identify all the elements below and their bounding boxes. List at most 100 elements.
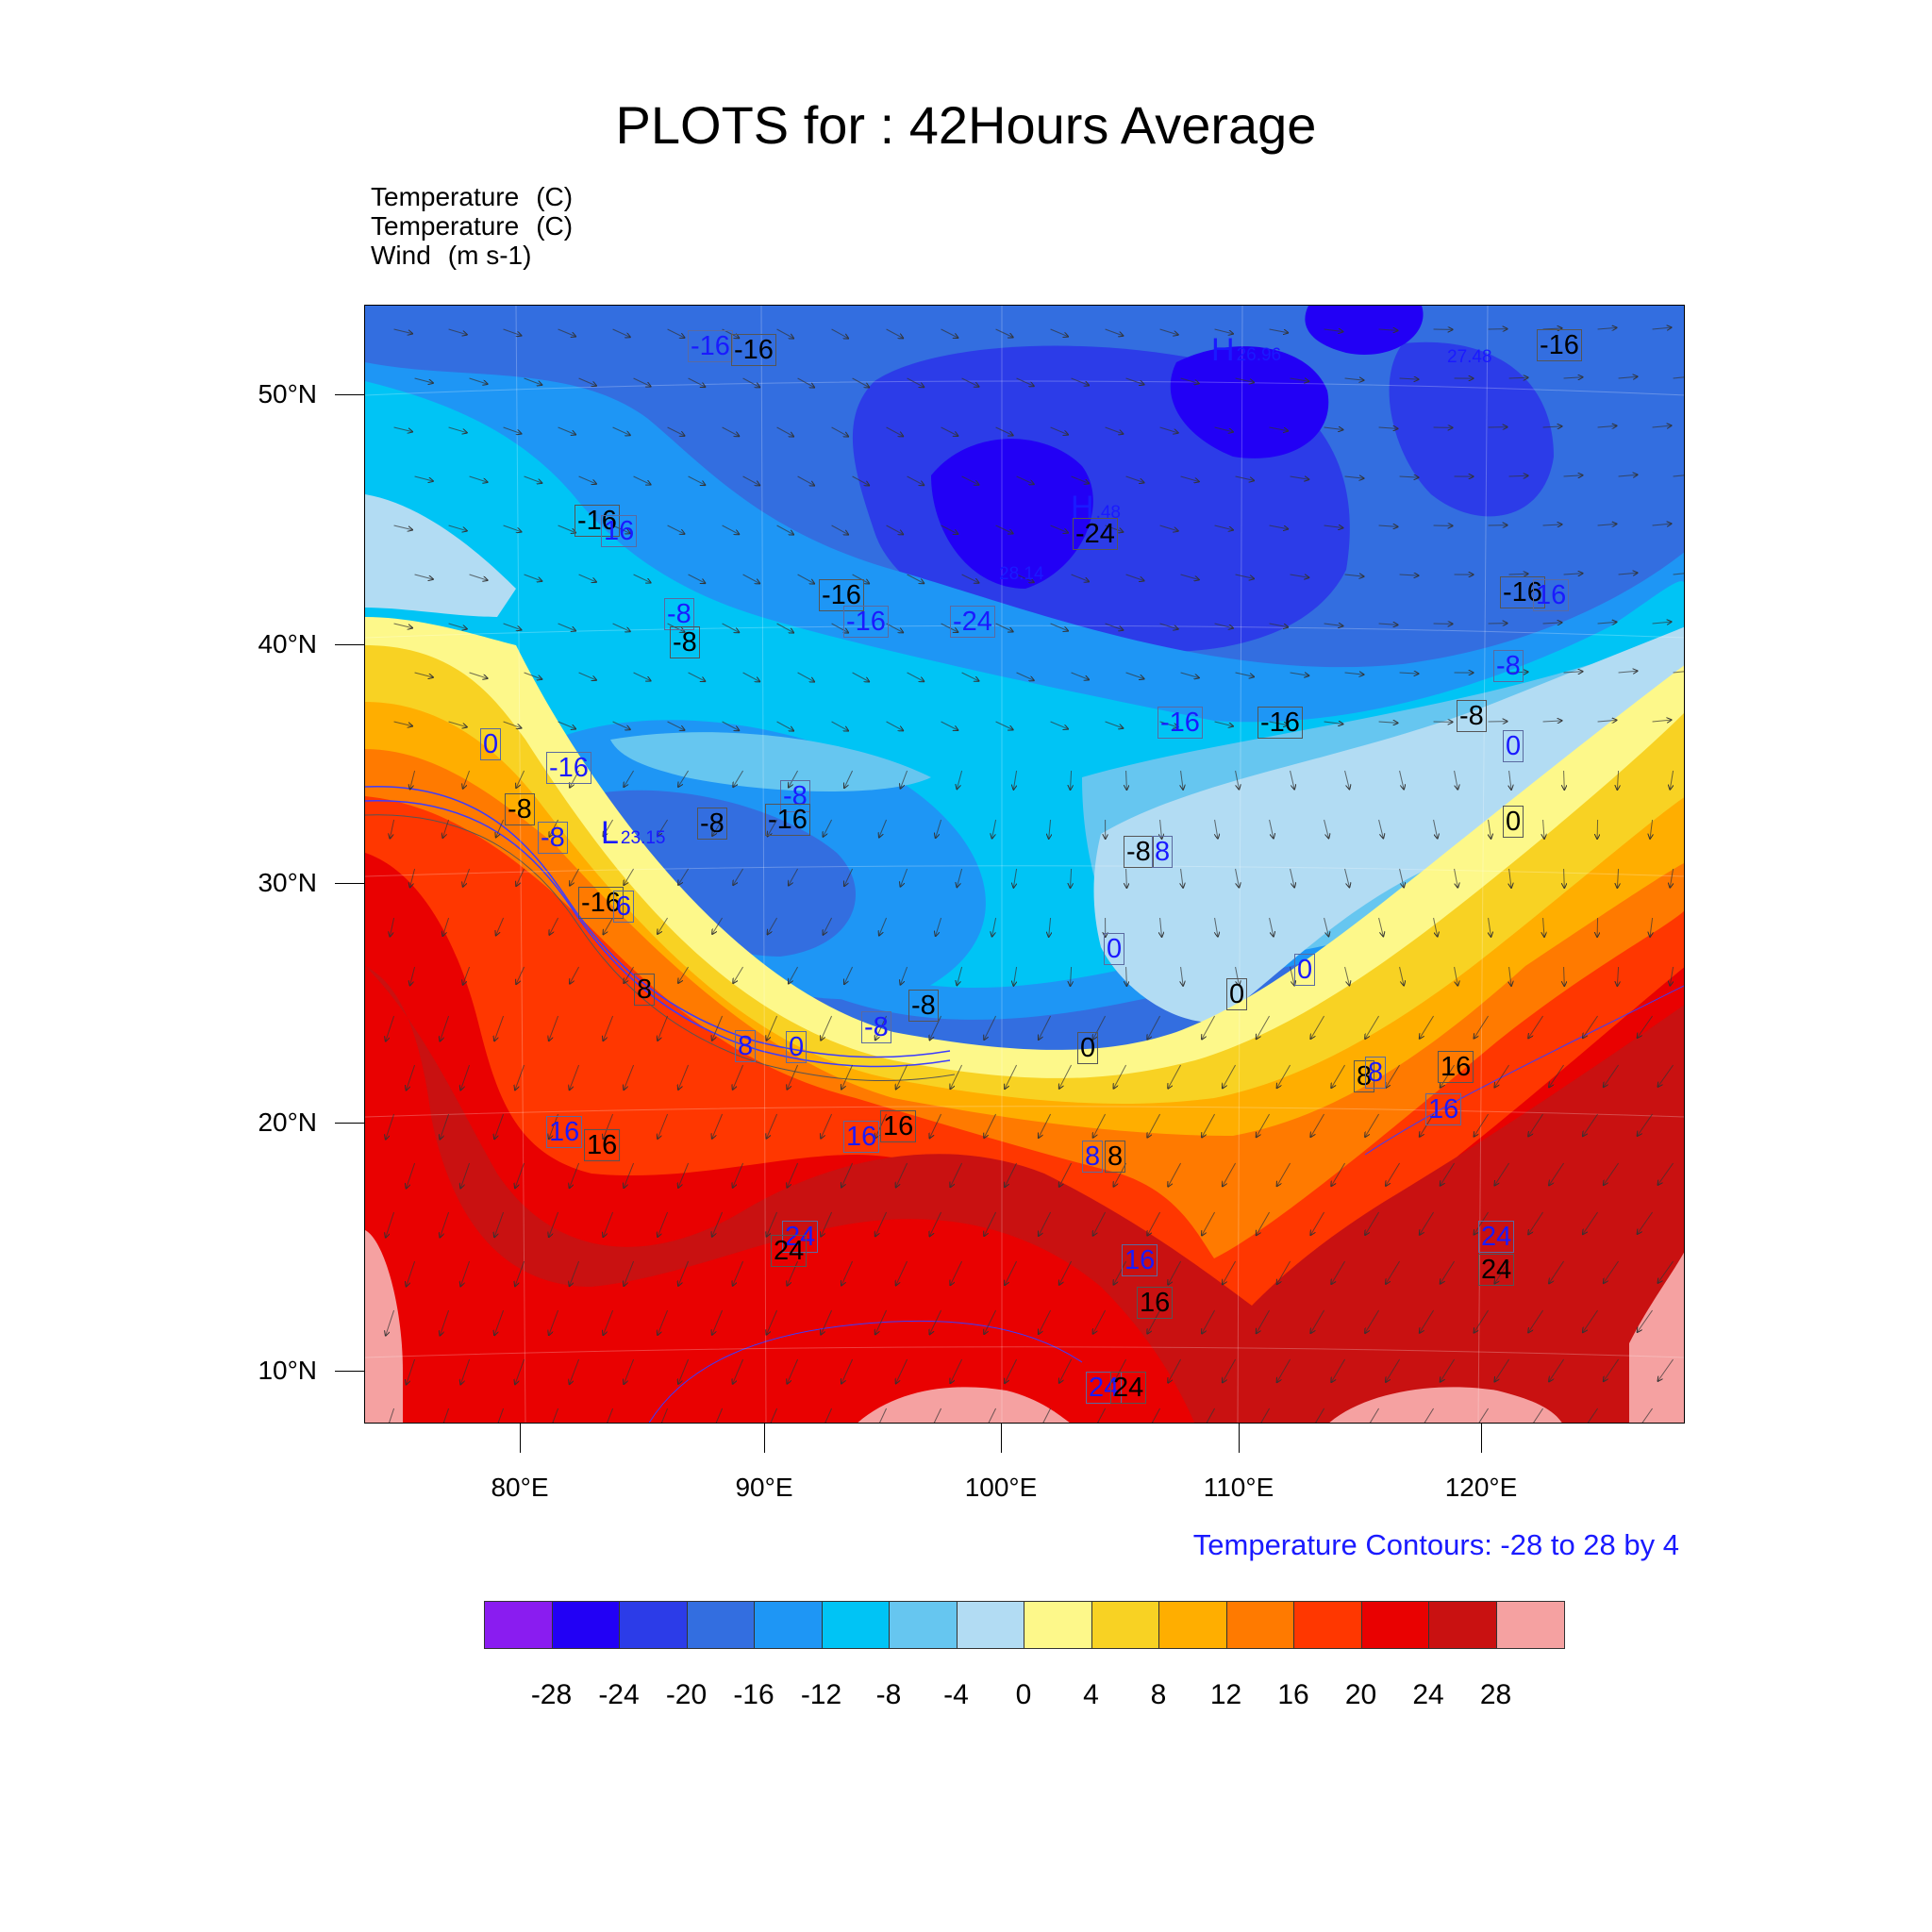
wind-vector — [957, 966, 963, 985]
wind-vector — [570, 770, 580, 788]
wind-vector — [930, 1113, 942, 1138]
wind-vector — [995, 721, 1013, 730]
wind-vector — [1420, 1211, 1435, 1235]
wind-vector — [604, 917, 614, 934]
wind-vector — [1399, 770, 1405, 790]
wind-vector — [1549, 1162, 1564, 1185]
wind-vector — [1180, 574, 1199, 580]
wind-vector — [767, 1211, 778, 1237]
wind-vector — [1071, 377, 1090, 385]
band-above-28 — [1629, 1252, 1684, 1423]
colorbar-swatch — [755, 1602, 823, 1648]
contour-label: -8 — [697, 808, 727, 840]
wind-vector — [875, 1211, 888, 1236]
contour-label: 24 — [1086, 1372, 1123, 1404]
wind-vector — [1181, 770, 1184, 790]
wind-vector — [658, 819, 669, 836]
contour-label: 16 — [1425, 1093, 1462, 1125]
wind-vector — [1344, 966, 1350, 985]
wind-vector — [1563, 377, 1583, 378]
wind-vector — [1378, 722, 1398, 723]
wind-vector — [1344, 770, 1350, 789]
wind-vector — [936, 917, 942, 936]
wind-vector — [1420, 1015, 1435, 1039]
wind-vector — [386, 1309, 395, 1336]
wind-vector — [1071, 770, 1072, 790]
contour-label: 16 — [1137, 1287, 1174, 1319]
wind-vector — [1071, 574, 1090, 581]
wind-vector — [1508, 574, 1528, 575]
contour-label: -8 — [1493, 650, 1524, 682]
wind-vector — [1059, 1064, 1073, 1089]
wind-vector — [1042, 1407, 1052, 1423]
wind-vector — [907, 574, 924, 583]
wind-vector — [460, 1162, 471, 1188]
band-28 — [365, 966, 1684, 1423]
wind-vector — [941, 525, 958, 534]
wind-vector — [448, 525, 467, 531]
wind-vector — [1652, 524, 1672, 525]
wind-vector — [797, 377, 815, 388]
wind-vector — [570, 1260, 580, 1286]
wind-vector — [896, 1260, 908, 1285]
wind-vector — [1494, 1260, 1509, 1284]
colorbar-swatch — [822, 1602, 890, 1648]
band-above-28 — [858, 1387, 1070, 1423]
wind-vector — [742, 475, 760, 485]
wind-vector — [1093, 1309, 1107, 1334]
wind-vector — [1618, 475, 1638, 476]
wind-vector — [1597, 327, 1617, 329]
wind-vector — [1542, 426, 1562, 427]
wind-vector — [733, 1064, 744, 1090]
wind-vector — [660, 1407, 669, 1423]
wind-vector — [1214, 525, 1233, 530]
lat-tick — [335, 644, 364, 645]
wind-vector — [957, 868, 963, 887]
wind-vector — [1441, 1064, 1456, 1088]
wind-vector — [1214, 819, 1218, 839]
wind-vector — [984, 1015, 997, 1040]
extremum-value: 23.15 — [620, 828, 666, 848]
wind-vector — [879, 819, 888, 838]
colorbar-swatch — [485, 1602, 553, 1648]
wind-vector — [688, 574, 706, 583]
wind-vector — [1181, 966, 1184, 986]
wind-vector — [768, 819, 778, 836]
contour-label: 0 — [1503, 806, 1524, 838]
wind-vector — [1564, 868, 1565, 888]
wind-vector — [852, 377, 870, 388]
wind-vector — [821, 1211, 833, 1237]
wind-vector — [410, 966, 416, 985]
wind-vector — [558, 525, 576, 533]
contour-label: -24 — [1073, 518, 1118, 550]
wind-vector — [1331, 1358, 1346, 1382]
band-minus16 — [578, 790, 856, 957]
wind-vector — [821, 1309, 833, 1335]
contour-label: 16 — [546, 1116, 583, 1148]
wind-vector — [607, 1407, 614, 1423]
colorbar-label: 0 — [1015, 1679, 1032, 1710]
wind-vector — [494, 1309, 505, 1335]
contour-label: -8 — [780, 780, 810, 812]
wind-vector — [570, 1162, 580, 1188]
wind-vector — [1618, 376, 1638, 378]
wind-vector — [1652, 720, 1672, 722]
colorbar-label: -24 — [598, 1679, 640, 1710]
contour-label: 0 — [1294, 954, 1316, 986]
wind-vector — [733, 1162, 744, 1188]
contour-label: 8 — [1152, 836, 1174, 868]
wind-vector — [841, 1260, 854, 1286]
wind-vector — [440, 1309, 450, 1336]
lat-label: 30°N — [258, 868, 317, 897]
wind-vector — [1564, 770, 1565, 790]
wind-vector — [1324, 722, 1343, 724]
colorbar-swatch — [957, 1602, 1024, 1648]
wind-vector-field — [386, 327, 1684, 1423]
wind-vector — [414, 377, 433, 383]
wind-vector — [961, 672, 979, 681]
wind-vector — [1202, 1211, 1216, 1236]
wind-vector — [515, 1064, 525, 1090]
wind-vector — [1638, 1309, 1653, 1332]
wind-vector — [678, 1064, 690, 1090]
wind-vector — [1549, 1260, 1564, 1283]
